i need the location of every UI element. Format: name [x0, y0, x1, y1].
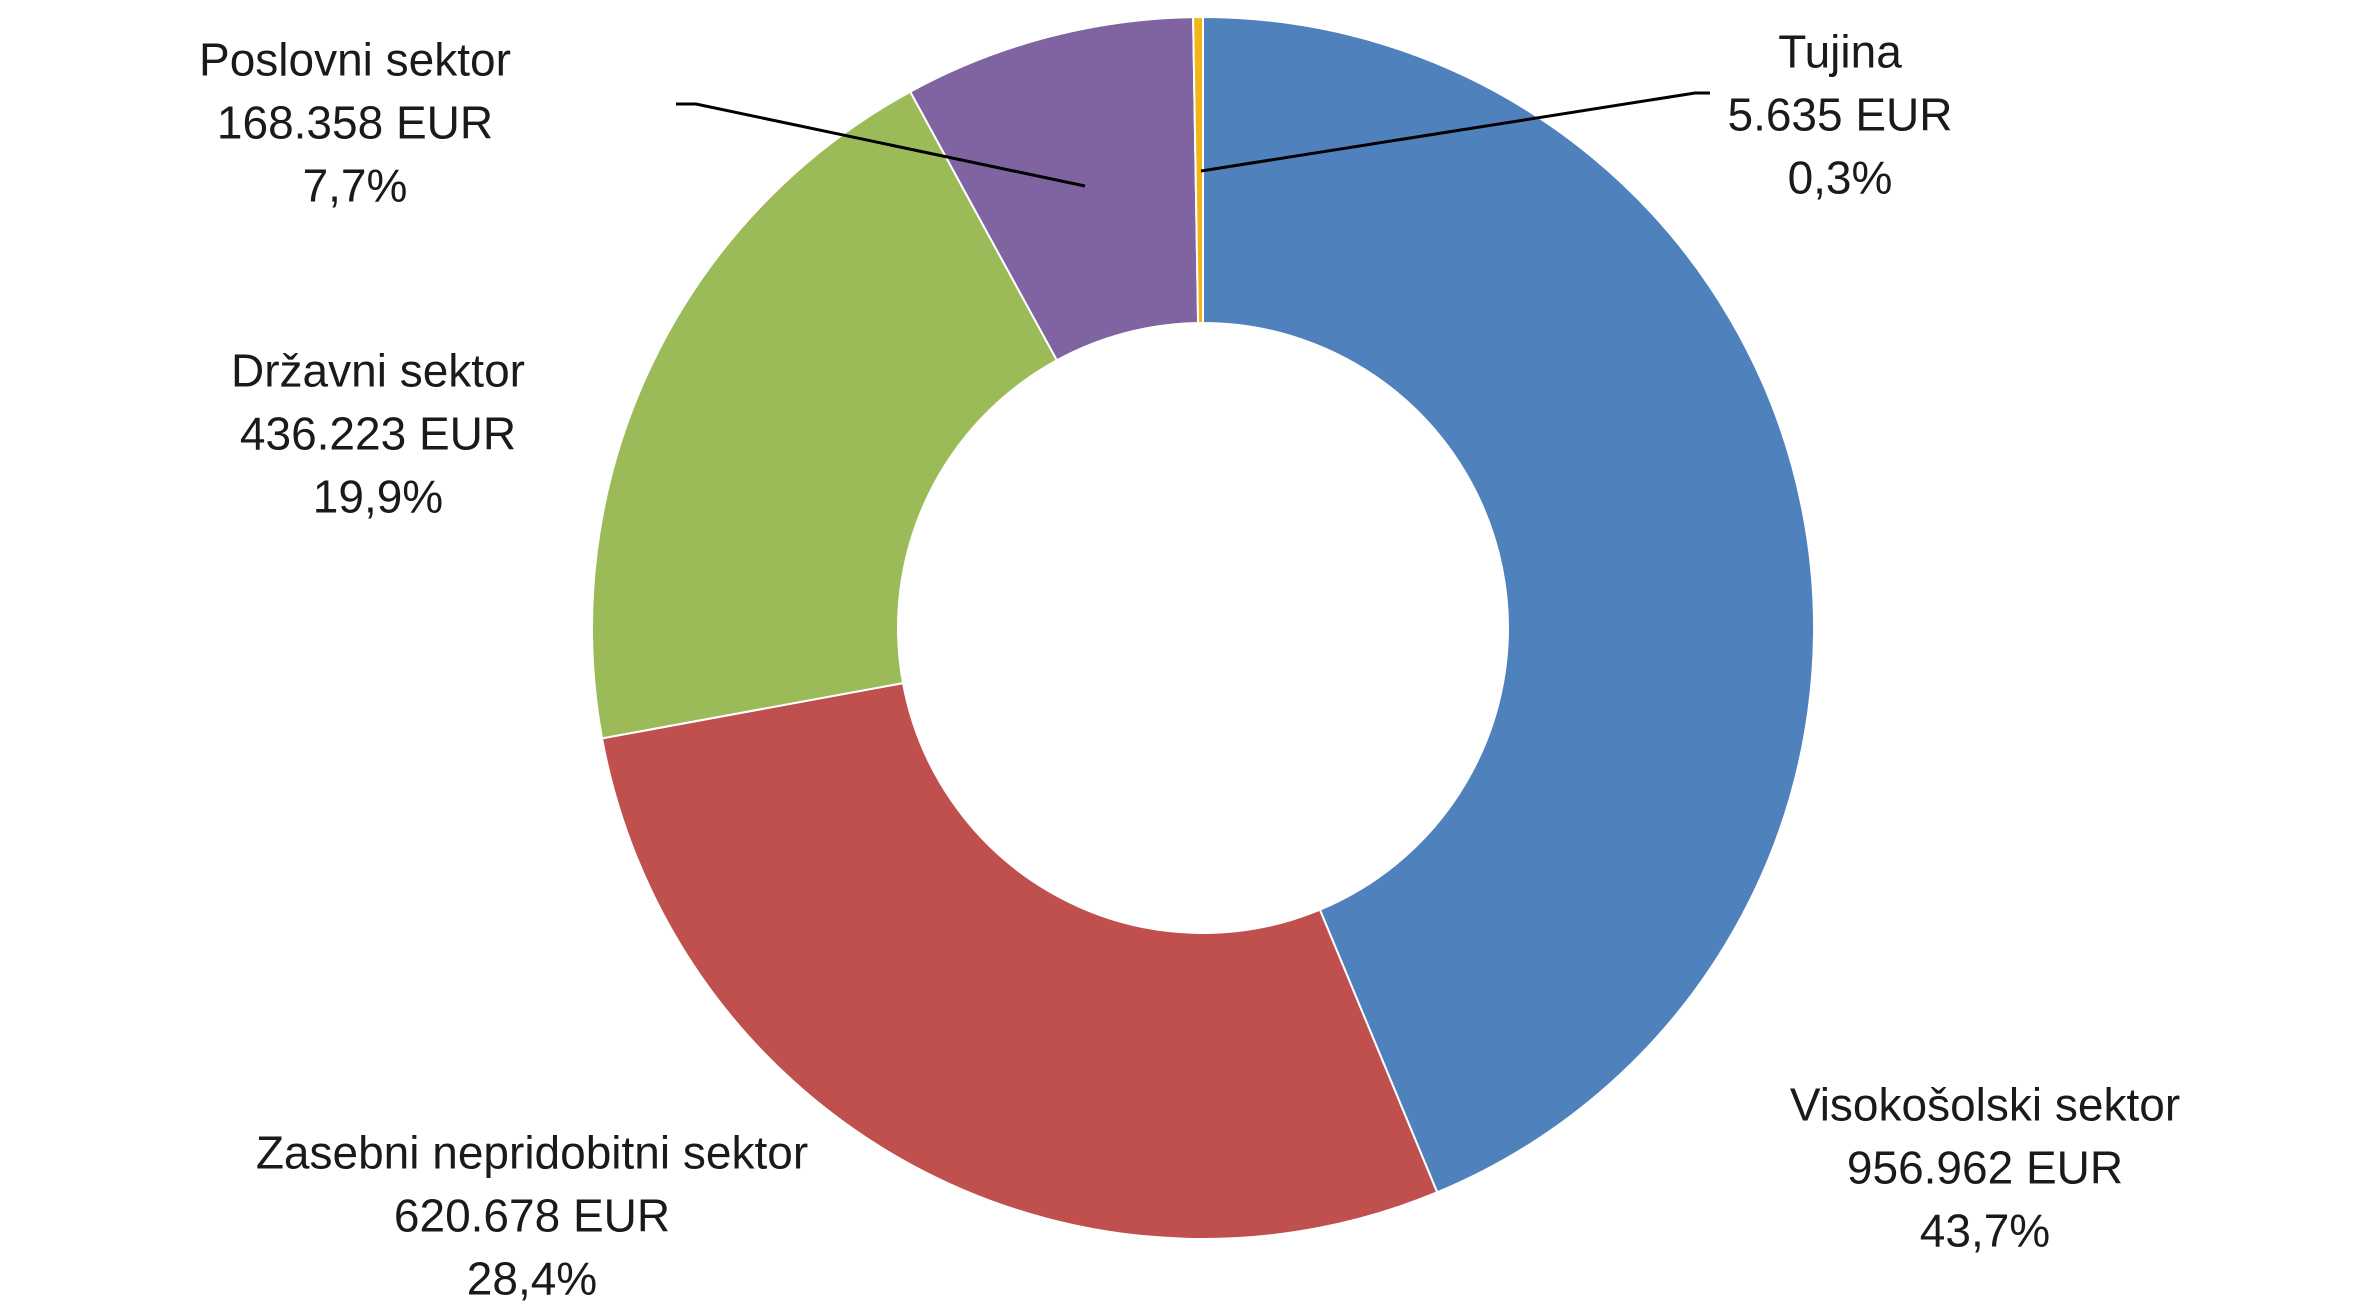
label-name: Državni sektor	[231, 345, 525, 397]
slice-tujina	[1192, 15, 1204, 325]
donut-slices	[591, 15, 1815, 1240]
leader-line-tujina	[1200, 91, 1710, 173]
data-label-drzavni-sektor: Državni sektor 436.223 EUR 19,9%	[231, 345, 525, 523]
slice-visokosolski-sektor	[1202, 15, 1815, 1194]
slice-drzavni-sektor	[591, 90, 1059, 740]
data-label-tujina: Tujina 5.635 EUR 0,3%	[1727, 26, 1952, 204]
data-label-poslovni-sektor: Poslovni sektor 168.358 EUR 7,7%	[199, 34, 511, 212]
data-label-zasebni-nepridobitni-sektor: Zasebni nepridobitni sektor 620.678 EUR 28…	[256, 1127, 808, 1305]
label-name: Zasebni nepridobitni sektor	[256, 1127, 808, 1179]
label-value: 436.223 EUR	[240, 408, 516, 460]
leader-line-poslovni-sektor	[676, 102, 1086, 188]
label-percent: 28,4%	[467, 1253, 597, 1305]
leader-lines	[676, 91, 1710, 188]
label-value: 168.358 EUR	[217, 97, 493, 149]
label-percent: 19,9%	[313, 471, 443, 523]
label-value: 620.678 EUR	[394, 1190, 670, 1242]
label-percent: 7,7%	[303, 160, 408, 212]
label-percent: 43,7%	[1920, 1205, 2050, 1257]
slice-zasebni-nepridobitni-sektor	[600, 681, 1439, 1240]
data-label-visokosolski-sektor: Visokošolski sektor 956.962 EUR 43,7%	[1790, 1079, 2180, 1257]
label-name: Tujina	[1778, 26, 1902, 78]
label-value: 956.962 EUR	[1847, 1142, 2123, 1194]
label-name: Visokošolski sektor	[1790, 1079, 2180, 1131]
label-percent: 0,3%	[1788, 152, 1893, 204]
slice-labels: Visokošolski sektor 956.962 EUR 43,7% Zaseb…	[199, 26, 2180, 1305]
label-name: Poslovni sektor	[199, 34, 511, 86]
label-value: 5.635 EUR	[1727, 89, 1952, 141]
